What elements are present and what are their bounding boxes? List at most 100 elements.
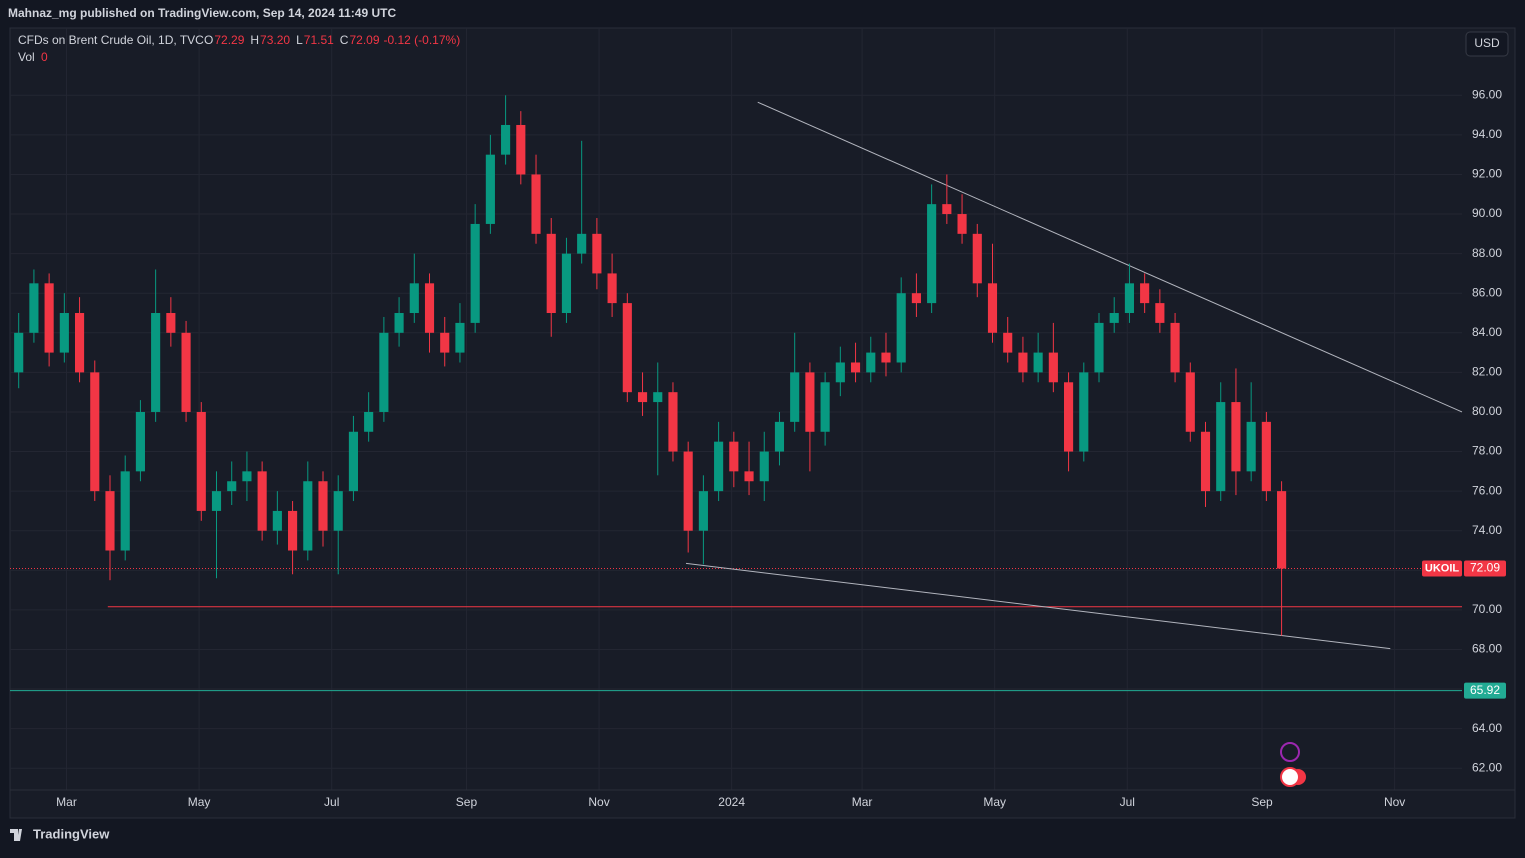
symbol-label: UKOIL	[1425, 562, 1460, 574]
candle-body	[546, 233, 556, 314]
candle-body	[607, 273, 617, 304]
symbol-label-box	[1422, 560, 1462, 577]
ohlc-key: H	[250, 33, 259, 47]
ohlc-value: 71.51	[304, 33, 334, 47]
candle-body	[409, 283, 419, 314]
candle-body	[242, 471, 252, 482]
candle-body	[774, 421, 785, 452]
trendline	[685, 562, 1391, 650]
price-label-box	[1464, 560, 1506, 577]
event-icon[interactable]	[1280, 742, 1300, 762]
ohlc-key: L	[296, 33, 303, 47]
candle-body	[1003, 332, 1013, 353]
candle-body	[759, 451, 769, 482]
candle-body	[1018, 352, 1028, 373]
candle-body	[211, 491, 222, 511]
candle-body	[1155, 303, 1165, 323]
candle-body	[485, 154, 495, 224]
candle-body	[1109, 313, 1119, 323]
currency-button[interactable]	[1465, 31, 1509, 57]
brand-logo	[10, 829, 22, 841]
y-tick-label: 90.00	[1472, 206, 1502, 220]
x-tick-label: Jul	[1120, 795, 1135, 809]
candle-body	[120, 471, 130, 551]
candle-body	[866, 352, 876, 373]
candle-body	[729, 441, 739, 472]
candle-body	[455, 322, 465, 353]
candle-body	[59, 313, 69, 353]
candle-body	[348, 431, 359, 492]
y-tick-label: 86.00	[1472, 285, 1502, 299]
candle-body	[196, 411, 206, 511]
candle-body	[790, 372, 800, 422]
x-tick-label: May	[983, 795, 1006, 809]
candle-body	[698, 491, 708, 531]
candle-body	[653, 392, 663, 403]
y-tick-label: 76.00	[1472, 483, 1502, 497]
x-tick-label: Sep	[1251, 795, 1273, 809]
candle-body	[1033, 352, 1043, 373]
candle-body	[105, 491, 115, 551]
ohlc-value: 72.29	[214, 33, 244, 47]
x-tick-label: May	[188, 795, 211, 809]
candle-body	[151, 313, 161, 412]
candle-body	[1124, 283, 1134, 314]
y-tick-label: 88.00	[1472, 246, 1502, 260]
y-tick-label: 62.00	[1472, 760, 1502, 774]
candle-body	[394, 313, 404, 333]
candle-body	[820, 382, 830, 432]
candle-body	[181, 332, 191, 412]
candle-body	[1064, 382, 1074, 452]
chart-panel	[9, 27, 1516, 819]
candle-body	[227, 481, 237, 492]
candle-body	[881, 352, 891, 363]
candle-body	[561, 253, 572, 314]
y-tick-label: 84.00	[1472, 325, 1502, 339]
candle-body	[850, 362, 861, 373]
candle-body	[14, 332, 24, 373]
candle-body	[288, 510, 298, 551]
candle-body	[1246, 421, 1256, 472]
candle-body	[592, 233, 602, 274]
candle-body	[74, 313, 85, 373]
candle-body	[1261, 421, 1271, 492]
ohlc-key: C	[340, 33, 349, 47]
volume-key: Vol	[18, 50, 35, 64]
flag-icon[interactable]	[1280, 767, 1300, 787]
ohlc-key: O	[204, 33, 213, 47]
candle-body	[1200, 431, 1211, 492]
plot: 65.92 UKOIL 72.09	[10, 95, 1506, 699]
grid: 62.0064.0066.0068.0070.0072.0074.0076.00…	[10, 28, 1502, 809]
candle-body	[957, 214, 967, 234]
y-tick-label: 82.00	[1472, 365, 1502, 379]
x-tick-label: Jul	[324, 795, 339, 809]
candle-body	[1140, 283, 1150, 304]
candle-body	[577, 233, 587, 254]
candle-body	[424, 283, 435, 333]
volume-value: 0	[41, 50, 48, 64]
candle-body	[714, 441, 724, 492]
currency[interactable]: USD	[1474, 36, 1500, 50]
x-tick-label: 2024	[718, 795, 745, 809]
candle-body	[333, 491, 343, 531]
candle-body	[972, 233, 982, 284]
change: -0.12 (-0.17%)	[384, 33, 461, 47]
x-tick-label: Sep	[456, 795, 478, 809]
candle-body	[1185, 372, 1195, 432]
y-tick-label: 92.00	[1472, 167, 1502, 181]
ohlc-value: 72.09	[349, 33, 379, 47]
candle-body	[440, 332, 450, 353]
candle-body	[90, 372, 100, 492]
candle-body	[531, 174, 541, 234]
candle-body	[364, 411, 374, 432]
candle-body	[942, 204, 952, 215]
y-tick-label: 94.00	[1472, 127, 1502, 141]
candle-body	[668, 392, 678, 452]
price-label: 72.09	[1470, 561, 1500, 575]
ohlc-value: 73.20	[260, 33, 290, 47]
x-tick-label: Nov	[588, 795, 609, 809]
candle-body	[622, 303, 632, 393]
x-tick-label: Mar	[852, 795, 873, 809]
